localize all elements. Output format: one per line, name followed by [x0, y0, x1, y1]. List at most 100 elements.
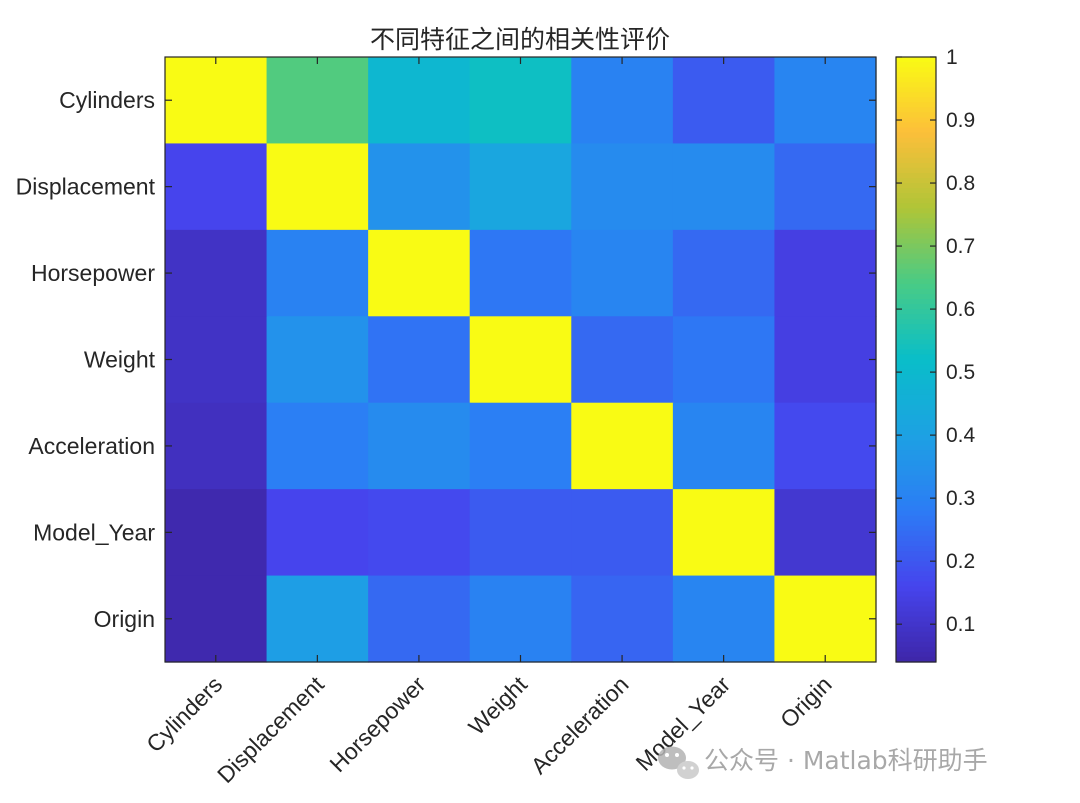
colorbar-segment-39 — [896, 253, 936, 260]
y-tick-label-5: Model_Year — [33, 519, 155, 545]
colorbar-segment-2 — [896, 67, 936, 73]
colorbar-segment-103 — [896, 576, 936, 582]
colorbar-segment-99 — [896, 556, 936, 562]
colorbar-segment-26 — [896, 188, 936, 194]
colorbar-tick-label-6: 0.7 — [946, 235, 975, 258]
colorbar-tick-label-5: 0.6 — [946, 298, 975, 321]
colorbar-segment-102 — [896, 571, 936, 577]
heatmap-cell-2-1 — [266, 229, 369, 317]
colorbar-segment-89 — [896, 505, 936, 512]
x-tick-label-4: Acceleration — [526, 671, 634, 779]
colorbar-segment-13 — [896, 122, 936, 129]
colorbar-segment-83 — [896, 475, 936, 482]
heatmap-cell-2-6 — [774, 229, 877, 317]
colorbar-segment-95 — [896, 535, 936, 542]
colorbar-segment-48 — [896, 299, 936, 305]
heatmap-cell-5-4 — [571, 489, 674, 577]
x-tick-label-0: Cylinders — [141, 671, 227, 757]
colorbar-segment-71 — [896, 414, 936, 421]
colorbar-segment-37 — [896, 243, 936, 250]
heatmap-cells — [165, 57, 877, 663]
heatmap-cell-1-3 — [469, 143, 572, 231]
colorbar-segment-11 — [896, 112, 936, 119]
colorbar-segment-61 — [896, 364, 936, 371]
colorbar-tick-label-7: 0.8 — [946, 172, 975, 195]
heatmap-cell-5-6 — [774, 489, 877, 577]
colorbar-segment-69 — [896, 404, 936, 411]
heatmap-cell-4-5 — [672, 402, 776, 490]
watermark-text: 公众号 · Matlab科研助手 — [704, 746, 988, 775]
colorbar-segment-52 — [896, 319, 936, 325]
colorbar-segment-12 — [896, 117, 936, 124]
colorbar-segment-107 — [896, 596, 936, 603]
heatmap-cell-3-1 — [266, 316, 369, 404]
colorbar-segment-4 — [896, 77, 936, 83]
colorbar-segment-17 — [896, 142, 936, 149]
colorbar-tick-label-3: 0.4 — [946, 424, 976, 447]
colorbar-segment-111 — [896, 616, 936, 623]
heatmap-cell-3-5 — [672, 316, 776, 404]
colorbar-segment-98 — [896, 551, 936, 557]
heatmap-cell-1-0 — [165, 143, 268, 231]
heatmap-cell-1-2 — [368, 143, 471, 231]
colorbar-segment-16 — [896, 137, 936, 144]
watermark: 公众号 · Matlab科研助手 — [658, 746, 988, 779]
y-tick-label-1: Displacement — [16, 174, 156, 200]
y-tick-label-4: Acceleration — [28, 433, 155, 459]
colorbar-segment-109 — [896, 606, 936, 613]
colorbar-segment-53 — [896, 324, 936, 330]
colorbar-segment-3 — [896, 72, 936, 78]
colorbar-segment-50 — [896, 309, 936, 315]
heatmap-cell-6-4 — [571, 575, 674, 663]
colorbar-segment-87 — [896, 495, 936, 502]
colorbar-segment-94 — [896, 530, 936, 537]
x-tick-label-3: Weight — [463, 671, 532, 740]
heatmap-cell-5-3 — [469, 489, 572, 577]
colorbar-segment-76 — [896, 440, 936, 446]
colorbar-segment-15 — [896, 132, 936, 139]
heatmap-cell-5-1 — [266, 489, 369, 577]
heatmap-cell-6-1 — [266, 575, 369, 663]
colorbar — [895, 56, 937, 663]
y-tick-labels: Cylinders Displacement Horsepower Weight Acc… — [16, 87, 156, 632]
colorbar-segment-113 — [896, 626, 936, 633]
colorbar-segment-8 — [896, 97, 936, 103]
colorbar-segment-38 — [896, 248, 936, 255]
heatmap-cell-0-3 — [469, 57, 572, 145]
colorbar-segment-114 — [896, 631, 936, 638]
colorbar-segment-43 — [896, 273, 936, 280]
colorbar-segment-100 — [896, 561, 936, 567]
colorbar-segment-40 — [896, 258, 936, 265]
colorbar-tick-label-9: 1 — [946, 46, 958, 69]
colorbar-segment-55 — [896, 334, 936, 340]
colorbar-segment-119 — [896, 656, 936, 663]
colorbar-segment-66 — [896, 389, 936, 396]
colorbar-segment-101 — [896, 566, 936, 572]
colorbar-segment-47 — [896, 293, 936, 300]
colorbar-segment-57 — [896, 344, 936, 351]
heatmap-cell-4-6 — [774, 402, 877, 490]
colorbar-segment-79 — [896, 455, 936, 461]
heatmap-cell-2-4 — [571, 229, 674, 317]
colorbar-segment-65 — [896, 384, 936, 391]
axis-ticks — [165, 57, 876, 662]
colorbar-segment-86 — [896, 490, 936, 497]
colorbar-segment-96 — [896, 541, 936, 547]
colorbar-segment-23 — [896, 172, 936, 179]
heatmap-cell-3-4 — [571, 316, 674, 404]
colorbar-segment-75 — [896, 435, 936, 441]
colorbar-ticks: 0.1 0.2 0.3 0.4 0.5 0.6 0.7 0.8 0.9 1 — [896, 46, 976, 636]
colorbar-segment-84 — [896, 480, 936, 487]
colorbar-segment-6 — [896, 87, 936, 93]
colorbar-segment-25 — [896, 183, 936, 189]
colorbar-segment-41 — [896, 263, 936, 270]
colorbar-segment-74 — [896, 430, 936, 436]
colorbar-segment-0 — [896, 57, 936, 63]
colorbar-segment-44 — [896, 278, 936, 285]
colorbar-segment-56 — [896, 339, 936, 345]
x-tick-label-6: Origin — [775, 671, 837, 733]
colorbar-segment-51 — [896, 314, 936, 320]
colorbar-segment-105 — [896, 586, 936, 593]
colorbar-segment-85 — [896, 485, 936, 492]
